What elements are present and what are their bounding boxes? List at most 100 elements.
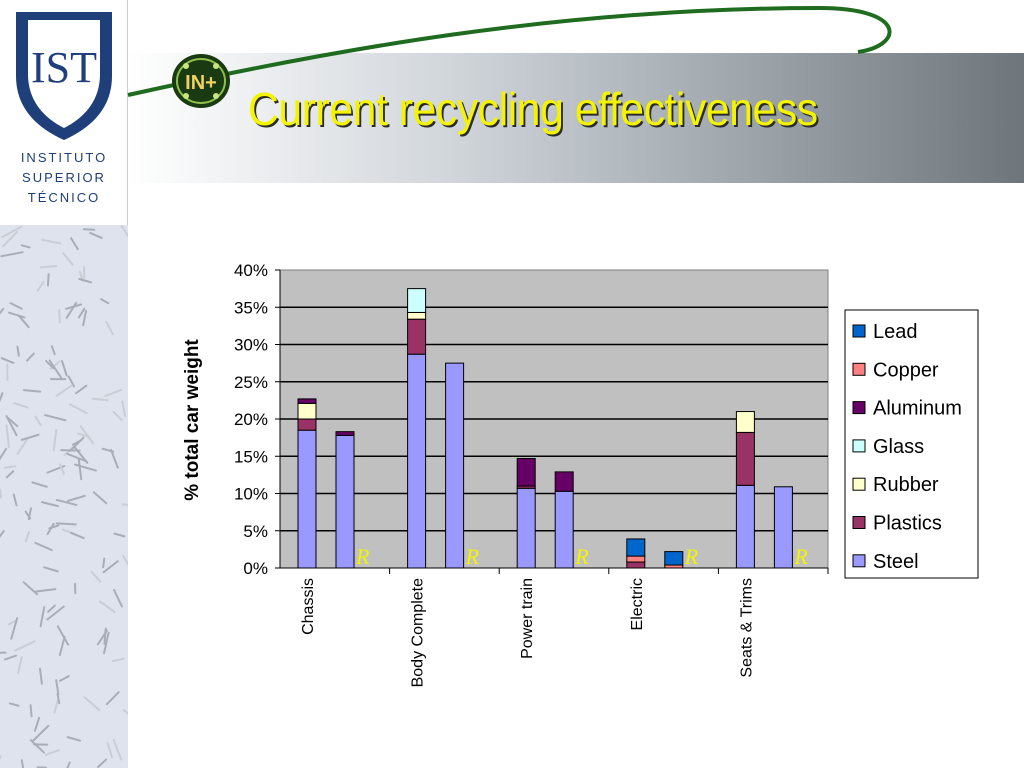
pattern-stroke	[34, 588, 57, 593]
recycled-marker: R	[684, 544, 699, 569]
x-category-label: Body Complete	[410, 578, 427, 687]
pattern-stroke	[105, 691, 120, 706]
pattern-stroke	[20, 433, 40, 441]
pattern-stroke	[111, 657, 125, 663]
pattern-stroke	[66, 494, 86, 502]
pattern-stroke	[24, 531, 31, 543]
pattern-stroke	[20, 759, 25, 768]
pattern-stroke	[82, 309, 88, 327]
pattern-stroke	[48, 359, 63, 379]
left-sidebar-strip: IST INSTITUTO SUPERIOR TÉCNICO	[0, 0, 128, 768]
in-plus-badge: IN+	[172, 54, 230, 108]
pattern-stroke	[120, 225, 128, 238]
pattern-stroke	[5, 415, 18, 437]
y-tick-label: 25%	[234, 373, 268, 392]
pattern-stroke	[77, 432, 89, 438]
pattern-stroke	[44, 414, 67, 422]
pattern-stroke	[22, 389, 42, 393]
pattern-stroke	[14, 640, 36, 652]
pattern-stroke	[113, 532, 126, 538]
pattern-stroke	[2, 230, 19, 248]
pattern-stroke	[13, 402, 29, 409]
pattern-stroke	[50, 345, 56, 356]
pattern-stroke	[9, 302, 23, 310]
institution-name-line-3: TÉCNICO	[27, 190, 101, 205]
pattern-stroke	[10, 617, 19, 640]
pattern-stroke	[65, 303, 82, 310]
legend-swatch	[852, 324, 866, 338]
pattern-stroke	[34, 541, 53, 552]
bar-segment-aluminum	[297, 398, 317, 404]
pattern-stroke	[69, 403, 88, 415]
pattern-stroke	[12, 493, 18, 507]
pattern-stroke	[66, 452, 88, 463]
pattern-stroke	[77, 307, 86, 319]
bar-segment-glass	[407, 288, 427, 313]
legend-swatch	[852, 554, 866, 568]
pattern-stroke	[121, 503, 128, 506]
pattern-stroke	[52, 428, 58, 452]
pattern-stroke	[62, 252, 74, 266]
x-category-label: Power train	[519, 578, 536, 659]
pattern-stroke	[0, 307, 5, 315]
pattern-stroke	[91, 397, 109, 402]
pattern-stroke	[44, 749, 60, 756]
bar-segment-steel	[554, 490, 574, 569]
bar-segment-plastics	[407, 318, 427, 355]
pattern-stroke	[46, 605, 65, 621]
pattern-stroke	[66, 736, 82, 742]
pattern-stroke	[45, 360, 55, 370]
pattern-stroke	[82, 228, 96, 231]
institution-name-line-1: INSTITUTO	[20, 150, 108, 165]
pattern-stroke	[71, 439, 83, 446]
pattern-stroke	[32, 724, 50, 742]
bar-segment-steel	[297, 429, 317, 569]
badge-label: IN+	[185, 72, 217, 94]
pattern-stroke	[122, 709, 128, 716]
bar-segment-plastics	[626, 561, 646, 569]
bar-segment-lead	[626, 538, 646, 557]
bar-segment-copper	[626, 555, 646, 563]
pattern-stroke	[0, 392, 4, 403]
pattern-stroke	[5, 424, 10, 449]
pattern-stroke	[43, 566, 59, 573]
pattern-stroke	[53, 697, 60, 714]
decorative-pattern	[0, 225, 128, 768]
pattern-stroke	[0, 488, 3, 499]
pattern-stroke	[110, 448, 119, 469]
title-banner	[128, 53, 1024, 183]
pattern-stroke	[17, 656, 23, 675]
recycled-marker: R	[574, 544, 589, 569]
pattern-stroke	[61, 360, 68, 377]
pattern-stroke	[0, 357, 15, 364]
institution-logo: IST INSTITUTO SUPERIOR TÉCNICO	[0, 0, 128, 225]
recycled-marker: R	[465, 544, 480, 569]
pattern-stroke	[96, 629, 108, 646]
pattern-stroke	[36, 280, 45, 292]
y-tick-label: 15%	[234, 447, 268, 466]
y-tick-label: 40%	[234, 261, 268, 280]
pattern-stroke	[29, 704, 33, 718]
pattern-stroke	[89, 231, 103, 239]
pattern-stroke	[100, 298, 110, 305]
bar-segment-steel	[735, 484, 755, 569]
legend-label: Rubber	[873, 474, 939, 496]
pattern-stroke	[20, 244, 31, 249]
bar-segment-aluminum	[516, 457, 536, 487]
pattern-stroke	[56, 625, 70, 646]
pattern-stroke	[104, 388, 123, 398]
legend-label: Steel	[873, 551, 919, 573]
pattern-stroke	[75, 384, 88, 395]
pattern-stroke	[58, 635, 66, 657]
legend-swatch	[852, 362, 866, 376]
y-axis-label: % total car weight	[182, 339, 203, 501]
pattern-stroke	[55, 384, 73, 397]
pattern-stroke	[58, 675, 70, 682]
legend-label: Copper	[873, 359, 939, 381]
pattern-stroke	[1, 225, 23, 239]
pattern-stroke	[106, 741, 114, 759]
bar-segment-aluminum	[554, 471, 574, 492]
pattern-stroke	[41, 238, 62, 245]
pattern-stroke	[7, 619, 18, 626]
pattern-stroke	[0, 251, 24, 258]
